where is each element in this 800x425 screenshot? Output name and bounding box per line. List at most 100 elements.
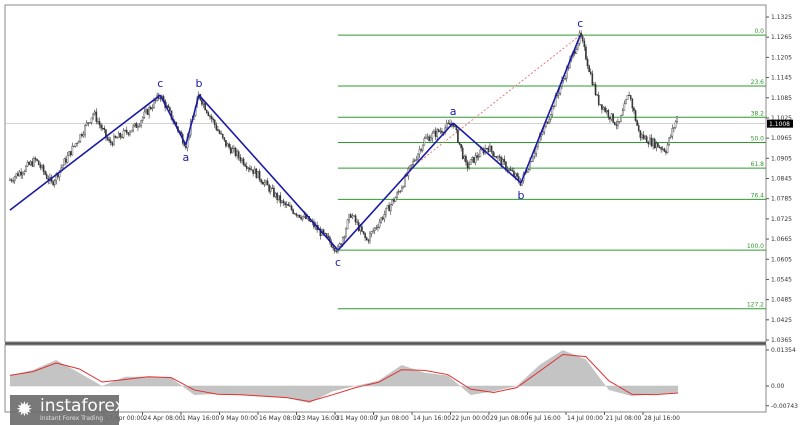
candle	[402, 186, 405, 188]
candle	[21, 172, 24, 176]
candle	[401, 187, 403, 192]
candle	[580, 32, 582, 37]
candle	[36, 159, 38, 161]
candle	[261, 182, 264, 185]
candle	[495, 156, 498, 159]
candle	[44, 171, 46, 175]
candle	[185, 145, 187, 149]
x-tick-label: 6 Jul 16:00	[529, 415, 561, 422]
candle	[41, 165, 43, 168]
candle	[375, 227, 378, 229]
candle	[97, 121, 99, 123]
candle	[377, 226, 379, 229]
candle	[577, 43, 579, 50]
candle	[626, 94, 629, 100]
candle	[122, 130, 125, 138]
candle	[433, 130, 435, 134]
candle	[237, 151, 240, 158]
candle	[52, 181, 54, 186]
candle	[79, 134, 82, 142]
candle	[351, 215, 354, 218]
x-tick-label: 24 Apr 08:00	[144, 415, 183, 422]
candle	[575, 48, 578, 54]
fib-level-label: 100.0	[747, 243, 764, 250]
candle	[333, 248, 336, 252]
candle	[266, 180, 269, 186]
candle	[487, 147, 490, 152]
candle	[119, 133, 122, 138]
candle	[457, 129, 459, 143]
candle	[463, 156, 466, 159]
candle	[66, 155, 69, 163]
candle	[244, 164, 246, 167]
y-tick-label: 1.0425	[771, 317, 792, 324]
x-tick-label: 31 May 00:00	[336, 415, 377, 422]
candle	[613, 122, 616, 125]
candle	[303, 214, 306, 217]
wave-segment	[159, 94, 187, 146]
candle	[108, 139, 110, 142]
y-tick-label: 1.0845	[771, 176, 792, 183]
candle	[289, 205, 291, 207]
candle	[298, 214, 301, 218]
candle	[231, 148, 234, 154]
candle	[292, 209, 294, 214]
candle	[343, 236, 346, 238]
candle	[471, 157, 474, 160]
candle	[103, 128, 106, 130]
candle	[245, 166, 248, 169]
candle	[15, 173, 18, 178]
candle	[209, 115, 211, 117]
y-tick-label: 1.0665	[771, 236, 792, 243]
candle	[527, 169, 530, 173]
candle	[604, 107, 606, 112]
candle	[490, 145, 493, 152]
instaforex-logo: ✹ instaforex Instant Forex Trading	[10, 395, 125, 425]
dotted-trend-line	[408, 34, 581, 171]
candle	[217, 129, 219, 131]
candle	[647, 142, 650, 145]
candle	[361, 226, 363, 232]
x-tick-label: 14 Jul 00:00	[567, 415, 603, 422]
candle	[393, 199, 395, 202]
candle	[145, 109, 147, 113]
candle	[148, 107, 150, 115]
candle	[69, 151, 72, 156]
candle	[629, 95, 632, 100]
osc-y-tick-label: -0.00743	[771, 403, 798, 410]
candle	[138, 125, 141, 127]
candle	[461, 147, 464, 159]
candle	[220, 133, 222, 135]
candle	[364, 233, 366, 238]
fib-level-label: 23.6	[751, 79, 765, 86]
candle	[476, 155, 478, 158]
candle	[453, 125, 456, 127]
candle	[239, 157, 242, 162]
candle	[469, 159, 472, 165]
candle	[74, 143, 77, 147]
candle	[365, 237, 368, 241]
candle	[644, 136, 646, 139]
candle	[636, 120, 638, 126]
candle	[154, 100, 157, 102]
candle	[124, 130, 126, 132]
candle	[26, 162, 29, 167]
candle	[84, 124, 86, 135]
x-tick-label: 7 Jun 08:00	[375, 415, 409, 422]
candle	[95, 111, 98, 122]
candle	[642, 134, 645, 139]
candle	[28, 162, 30, 165]
candle	[274, 192, 277, 197]
candle	[285, 204, 288, 206]
logo-tagline: Instant Forex Trading	[40, 415, 104, 422]
candle	[221, 133, 224, 138]
candle	[260, 179, 262, 183]
wave-segment	[198, 94, 339, 251]
candle	[497, 156, 499, 159]
candle	[133, 123, 136, 127]
candle	[634, 110, 637, 121]
fib-level-label: 127.2	[747, 302, 764, 309]
candle	[594, 84, 597, 95]
wave-label: a	[450, 105, 457, 118]
